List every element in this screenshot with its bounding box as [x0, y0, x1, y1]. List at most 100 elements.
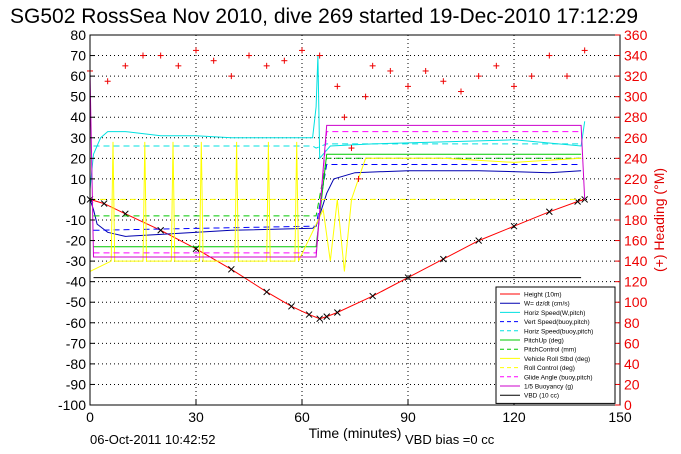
- legend-label: Glide Angle (buoy,pitch): [524, 374, 593, 381]
- series-point-heading: [355, 175, 362, 182]
- series-point-heading: [475, 73, 482, 80]
- series-point-height-10m: [100, 200, 108, 207]
- axis-ticks: -100-90-80-70-60-50-40-30-20-10010203040…: [58, 27, 648, 425]
- y-tick-label: -100: [58, 397, 86, 413]
- x-tick-label: 90: [400, 409, 416, 425]
- series-point-heading: [299, 47, 305, 54]
- y-tick-label: 50: [70, 89, 86, 105]
- y-tick-label: -90: [66, 376, 86, 392]
- y-tick-label: -50: [66, 294, 86, 310]
- series-point-height-10m: [545, 208, 553, 216]
- y-tick-label: -20: [66, 233, 86, 249]
- series-point-heading: [157, 52, 164, 59]
- series-point-heading: [246, 52, 252, 59]
- series-point-heading: [175, 62, 182, 69]
- series-line-height-10m: [89, 198, 585, 320]
- series-point-heading: [387, 67, 394, 74]
- y2-tick-label: 40: [624, 356, 640, 372]
- series-point-heading: [263, 62, 270, 69]
- series-point-heading: [440, 78, 447, 85]
- series-point-height-10m: [369, 292, 377, 300]
- x-tick-label: 0: [86, 409, 94, 425]
- y2-tick-label: 100: [624, 294, 648, 310]
- series-line-vehicle-roll-stbd-deg: [89, 141, 582, 272]
- y-tick-label: -10: [66, 212, 86, 228]
- y2-tick-label: 220: [624, 171, 648, 187]
- series-point-height-10m: [439, 255, 447, 263]
- x-tick-label: 120: [502, 409, 526, 425]
- y-tick-label: 20: [70, 150, 86, 166]
- series-point-height-10m: [323, 313, 331, 320]
- x-axis-label: Time (minutes): [309, 425, 402, 441]
- legend-label: Horiz Speed(W,pitch): [524, 310, 585, 317]
- series-point-heading: [140, 52, 146, 59]
- y2-tick-label: 60: [624, 335, 640, 351]
- y-tick-label: -30: [66, 253, 86, 269]
- series-point-height-10m: [288, 302, 295, 310]
- series-line-pitchup-deg: [93, 153, 582, 248]
- series-point-heading: [564, 73, 570, 80]
- y-tick-label: -60: [66, 315, 86, 331]
- series-point-height-10m: [581, 196, 589, 203]
- series-point-heading: [334, 83, 341, 90]
- series-point-heading: [369, 62, 376, 69]
- x-tick-label: 60: [294, 409, 310, 425]
- series-point-heading: [546, 52, 553, 59]
- legend-label: Vert Speed(buoy,pitch): [524, 319, 590, 326]
- y-tick-label: 10: [70, 171, 86, 187]
- y2-axis-label: (+) Heading (°M): [651, 168, 667, 272]
- chart-title: SG502 RossSea Nov 2010, dive 269 started…: [10, 5, 638, 28]
- y2-tick-label: 180: [624, 212, 648, 228]
- legend-label: PitchUp (deg): [524, 338, 564, 345]
- series-point-height-10m: [263, 288, 271, 296]
- series-group: [86, 47, 589, 323]
- series-line-1-5-buoyancy-g: [89, 71, 586, 258]
- y-tick-label: 80: [70, 27, 86, 43]
- y-tick-label: 30: [70, 130, 86, 146]
- x-tick-label: 30: [188, 409, 204, 425]
- series-point-heading: [193, 47, 199, 54]
- y-tick-label: 70: [70, 48, 86, 64]
- legend-label: W= dz/dt (cm/s): [524, 301, 570, 308]
- series-line-horiz-speed-buoy-pitch: [93, 143, 582, 149]
- series-point-heading: [210, 57, 217, 64]
- series-point-heading: [348, 145, 355, 152]
- y2-tick-label: 240: [624, 150, 648, 166]
- y2-tick-label: 340: [624, 48, 648, 64]
- timestamp-text: 06-Oct-2011 10:42:52: [90, 432, 216, 447]
- y2-tick-label: 20: [624, 376, 640, 392]
- y2-tick-label: 0: [624, 397, 632, 413]
- series-point-heading: [228, 73, 235, 80]
- y2-tick-label: 360: [624, 27, 648, 43]
- y-tick-label: 60: [70, 68, 86, 84]
- y-tick-label: -40: [66, 274, 86, 290]
- y2-tick-label: 160: [624, 233, 648, 249]
- y2-tick-label: 280: [624, 109, 648, 125]
- y2-tick-label: 200: [624, 191, 648, 207]
- series-point-heading: [316, 52, 323, 59]
- series-point-heading: [422, 67, 429, 74]
- series-point-heading: [405, 83, 411, 90]
- y2-tick-label: 140: [624, 253, 648, 269]
- series-point-heading: [341, 114, 348, 121]
- series-point-heading: [581, 47, 588, 54]
- y2-tick-label: 120: [624, 274, 648, 290]
- series-point-heading: [281, 57, 288, 64]
- series-line-vert-speed-buoy-pitch: [93, 164, 582, 231]
- y-tick-label: 40: [70, 109, 86, 125]
- legend-label: PitchControl (mm): [524, 347, 576, 354]
- y2-tick-label: 80: [624, 315, 640, 331]
- legend-label: Roll Control (deg): [524, 365, 575, 372]
- series-point-height-10m: [227, 265, 235, 273]
- legend: Height (10m) W= dz/dt (cm/s) Horiz Speed(W…: [495, 286, 616, 404]
- legend-label: Vehicle Roll Stbd (deg): [524, 356, 590, 363]
- series-point-height-10m: [316, 315, 324, 323]
- series-point-height-10m: [475, 237, 483, 244]
- legend-label: 1/5 Buoyancy (g): [524, 384, 573, 391]
- series-point-heading: [493, 62, 500, 69]
- y2-tick-label: 300: [624, 89, 648, 105]
- series-point-height-10m: [157, 226, 165, 234]
- y-tick-label: -70: [66, 335, 86, 351]
- y-tick-label: 0: [78, 191, 86, 207]
